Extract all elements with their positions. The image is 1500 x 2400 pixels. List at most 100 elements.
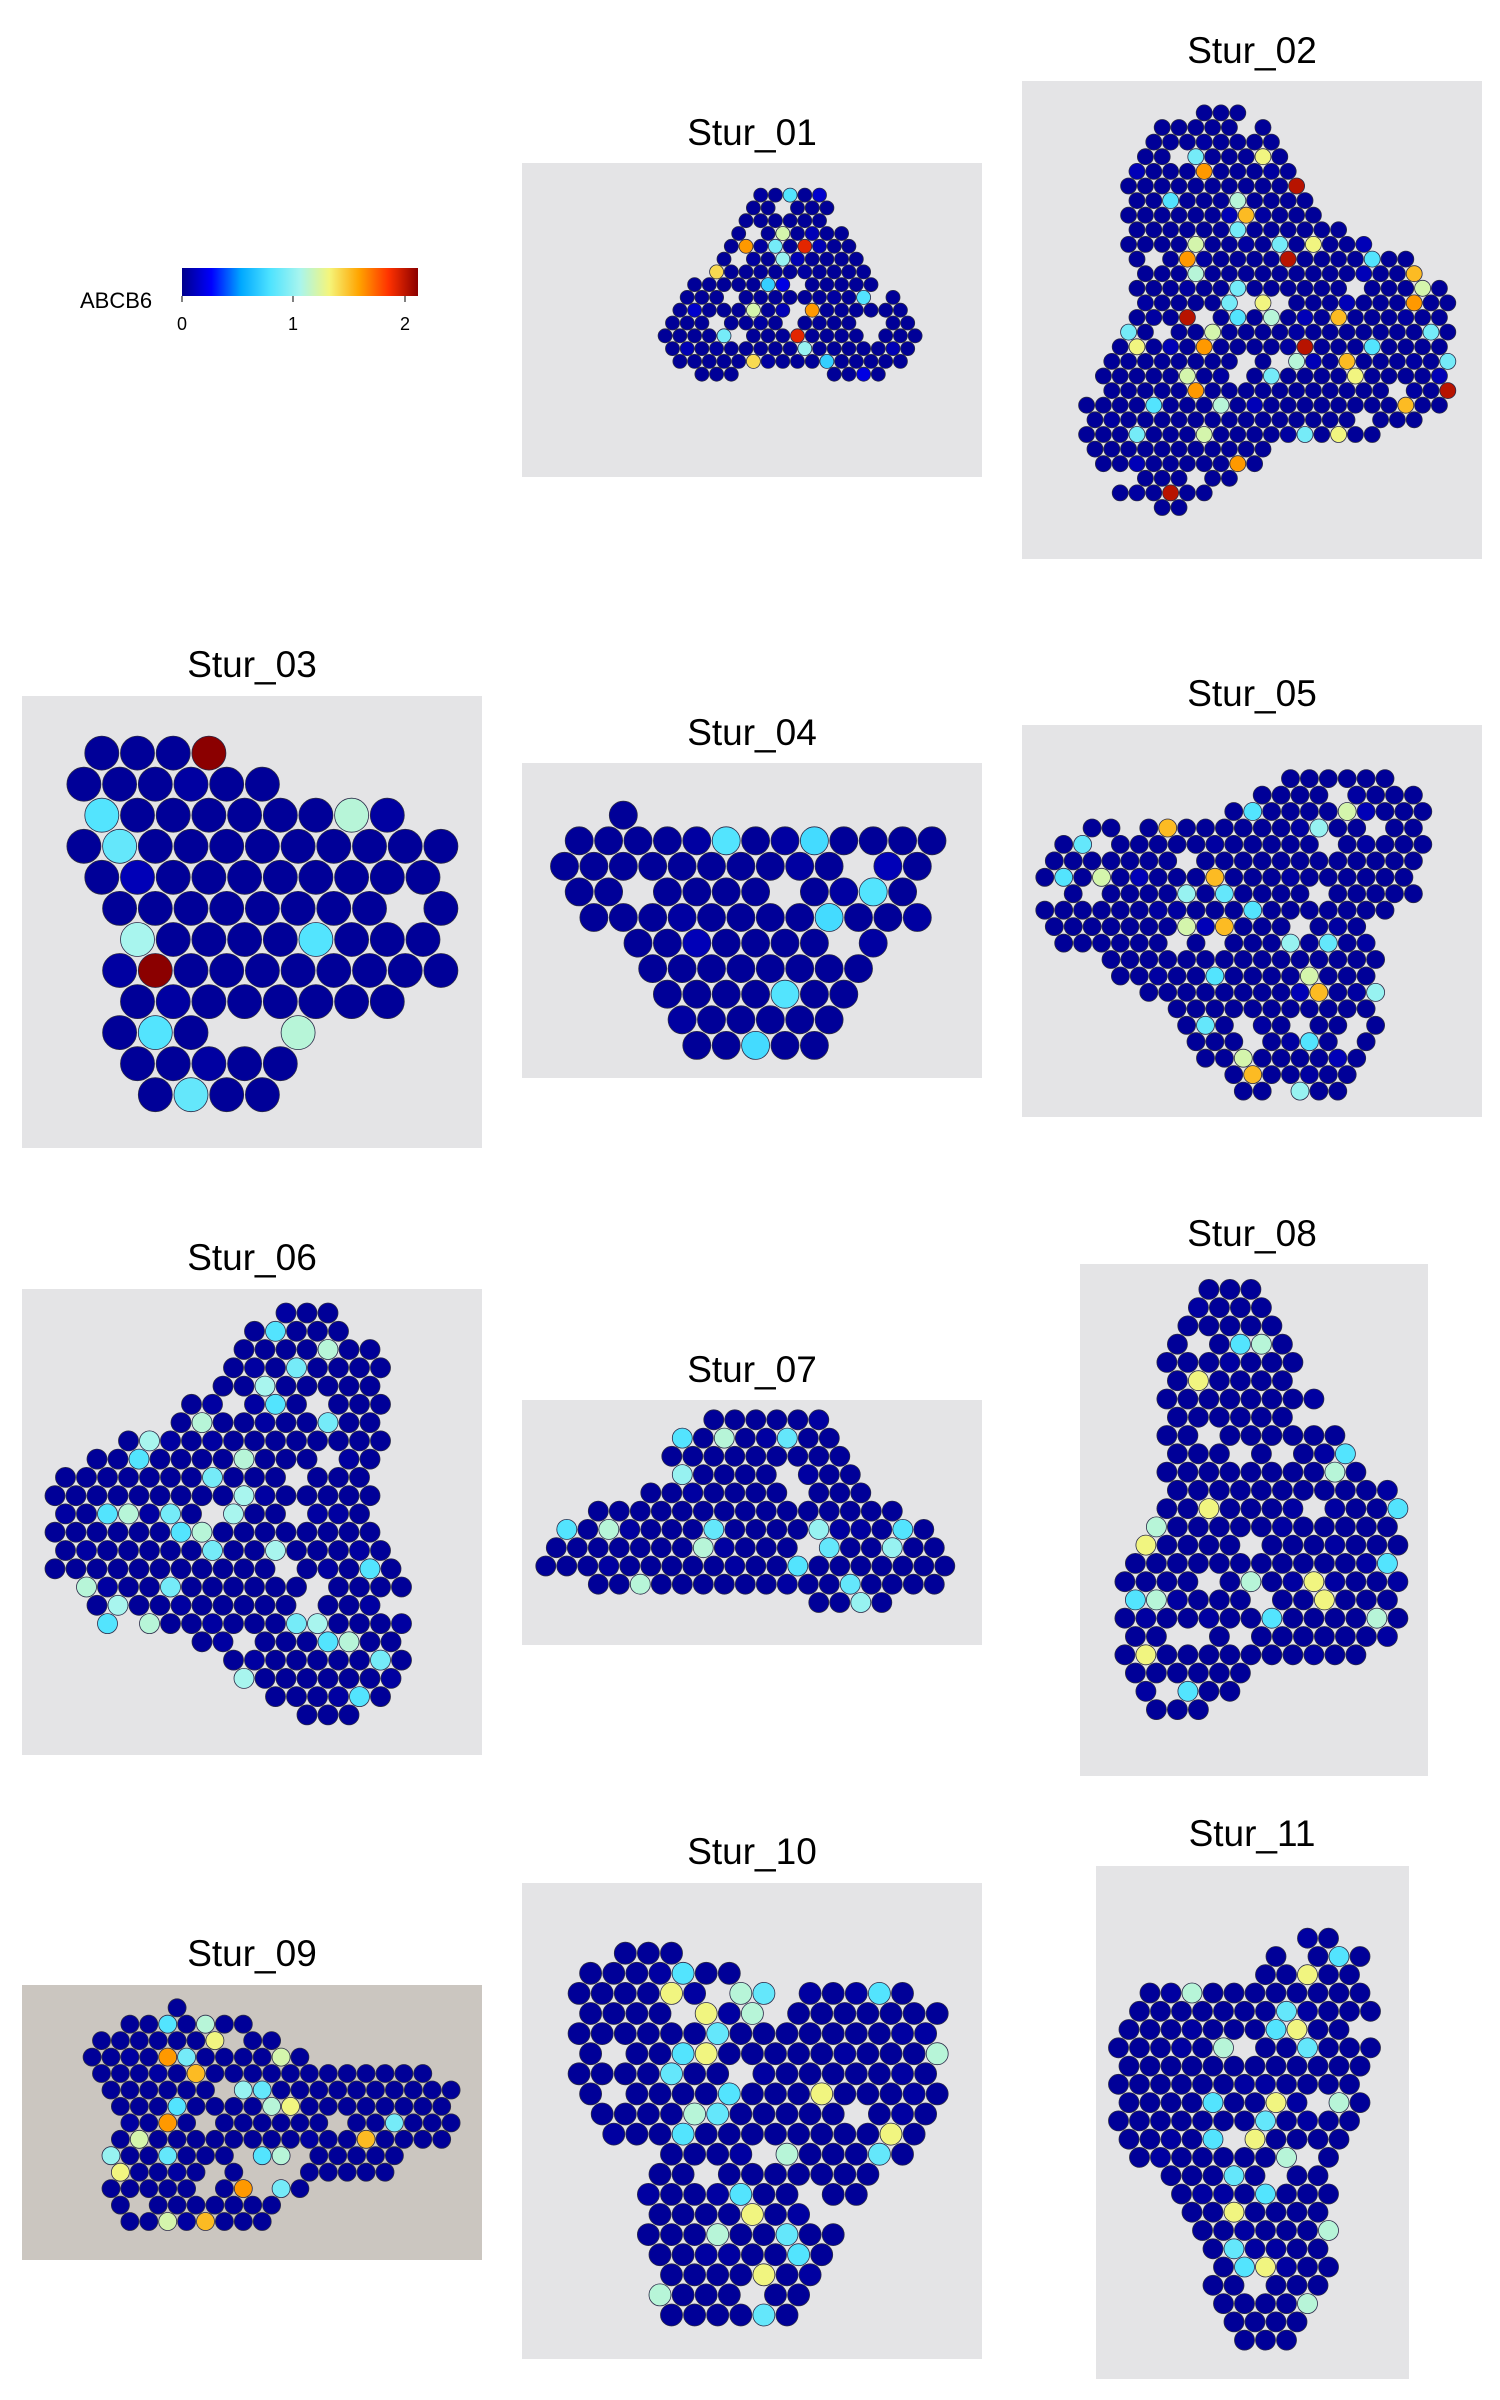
spot-stur-01 — [709, 341, 724, 357]
spot-stur-02 — [1111, 338, 1129, 356]
spot-stur-11 — [1181, 2165, 1203, 2187]
spot-stur-11 — [1328, 1946, 1350, 1967]
spot-stur-02 — [1162, 192, 1179, 210]
spot-stur-07 — [682, 1445, 704, 1467]
spot-stur-02 — [1120, 206, 1137, 224]
spot-stur-02 — [1103, 411, 1121, 429]
spot-stur-08 — [1177, 1534, 1199, 1556]
spot-stur-02 — [1237, 148, 1255, 166]
spot-stur-02 — [1212, 426, 1230, 443]
spot-stur-01 — [738, 238, 754, 254]
spot-stur-09 — [243, 2031, 263, 2050]
legend-tick-label-1: 1 — [288, 314, 298, 334]
spot-stur-07 — [755, 1573, 777, 1595]
spot-stur-08 — [1219, 1352, 1241, 1373]
spot-stur-05 — [1120, 851, 1140, 871]
spot-stur-09 — [224, 2064, 244, 2083]
panel-title-stur-01: Stur_01 — [687, 112, 817, 153]
spot-stur-01 — [856, 366, 871, 382]
spot-stur-02 — [1179, 221, 1196, 239]
spot-stur-01 — [723, 366, 739, 382]
spot-stur-01 — [819, 226, 835, 241]
panel-stur-02 — [1022, 81, 1482, 559]
spot-stur-03 — [262, 922, 298, 957]
spot-stur-07 — [724, 1445, 746, 1467]
legend-tick-label-0: 0 — [177, 314, 187, 334]
spot-stur-02 — [1128, 279, 1146, 297]
spot-stur-02 — [1263, 133, 1280, 151]
spot-stur-06 — [128, 1448, 150, 1470]
spot-stur-07 — [745, 1409, 767, 1431]
spot-stur-09 — [271, 2047, 291, 2067]
spot-stur-11 — [1171, 2073, 1192, 2095]
spot-stur-02 — [1237, 265, 1255, 283]
spot-stur-01 — [812, 187, 827, 203]
spot-stur-04 — [579, 903, 609, 932]
spot-stur-08 — [1293, 1443, 1314, 1465]
spot-stur-10 — [683, 2142, 706, 2166]
spot-stur-06 — [65, 1558, 87, 1580]
spot-stur-10 — [590, 1982, 614, 2005]
spot-stur-03 — [120, 984, 155, 1019]
spot-stur-02 — [1338, 411, 1356, 429]
spot-stur-06 — [286, 1649, 307, 1671]
spot-stur-09 — [413, 2096, 433, 2116]
spot-stur-05 — [1205, 900, 1225, 920]
spot-stur-11 — [1349, 2092, 1371, 2114]
spot-stur-09 — [403, 2080, 423, 2100]
spot-stur-03 — [298, 984, 334, 1019]
spot-stur-10 — [706, 2142, 730, 2166]
spot-stur-05 — [1252, 1048, 1272, 1068]
spot-stur-02 — [1212, 338, 1230, 356]
spot-stur-10 — [787, 2082, 810, 2106]
spot-stur-07 — [734, 1500, 756, 1522]
spot-stur-08 — [1335, 1516, 1356, 1538]
spot-stur-05 — [1233, 818, 1253, 838]
spot-stur-01 — [679, 315, 695, 331]
spot-stur-01 — [716, 302, 732, 318]
spot-stur-05 — [1224, 999, 1244, 1019]
spot-stur-11 — [1276, 2329, 1297, 2351]
spot-stur-06 — [328, 1320, 349, 1342]
spot-stur-06 — [223, 1649, 244, 1671]
spot-stur-07 — [766, 1519, 788, 1540]
spot-stur-07 — [808, 1482, 830, 1504]
spot-stur-07 — [598, 1555, 620, 1577]
spot-stur-06 — [149, 1485, 171, 1507]
spot-stur-05 — [1177, 983, 1196, 1002]
spot-stur-03 — [280, 891, 316, 926]
spot-stur-09 — [309, 2146, 329, 2166]
spot-stur-05 — [1290, 884, 1310, 904]
spot-stur-11 — [1223, 2238, 1245, 2260]
spot-stur-02 — [1137, 148, 1154, 166]
spot-stur-02 — [1204, 265, 1221, 283]
spot-stur-07 — [640, 1482, 662, 1504]
spot-stur-02 — [1221, 294, 1238, 312]
spot-stur-06 — [223, 1357, 244, 1379]
spot-stur-02 — [1321, 411, 1339, 429]
spot-stur-08 — [1146, 1553, 1167, 1574]
spot-stur-08 — [1314, 1443, 1335, 1465]
spot-stur-02 — [1145, 426, 1163, 443]
spot-stur-08 — [1156, 1607, 1178, 1629]
spot-stur-10 — [914, 2062, 937, 2086]
spot-stur-10 — [717, 2122, 741, 2146]
spot-stur-11 — [1213, 2293, 1234, 2315]
spot-stur-09 — [196, 2080, 215, 2100]
spot-stur-01 — [701, 328, 717, 344]
spot-stur-09 — [186, 2129, 206, 2149]
spot-stur-01 — [797, 238, 813, 254]
spot-stur-02 — [1305, 206, 1322, 224]
spot-stur-06 — [97, 1503, 118, 1525]
spot-stur-10 — [706, 2182, 730, 2206]
spot-stur-08 — [1198, 1644, 1220, 1666]
spot-stur-02 — [1288, 294, 1305, 312]
spot-stur-11 — [1244, 2128, 1266, 2150]
spot-stur-02 — [1212, 221, 1230, 239]
spot-stur-01 — [782, 289, 798, 305]
spot-stur-01 — [819, 302, 835, 318]
spot-stur-09 — [82, 2047, 102, 2067]
spot-stur-08 — [1146, 1516, 1167, 1538]
spot-stur-08 — [1335, 1626, 1356, 1647]
spot-stur-02 — [1170, 294, 1188, 312]
